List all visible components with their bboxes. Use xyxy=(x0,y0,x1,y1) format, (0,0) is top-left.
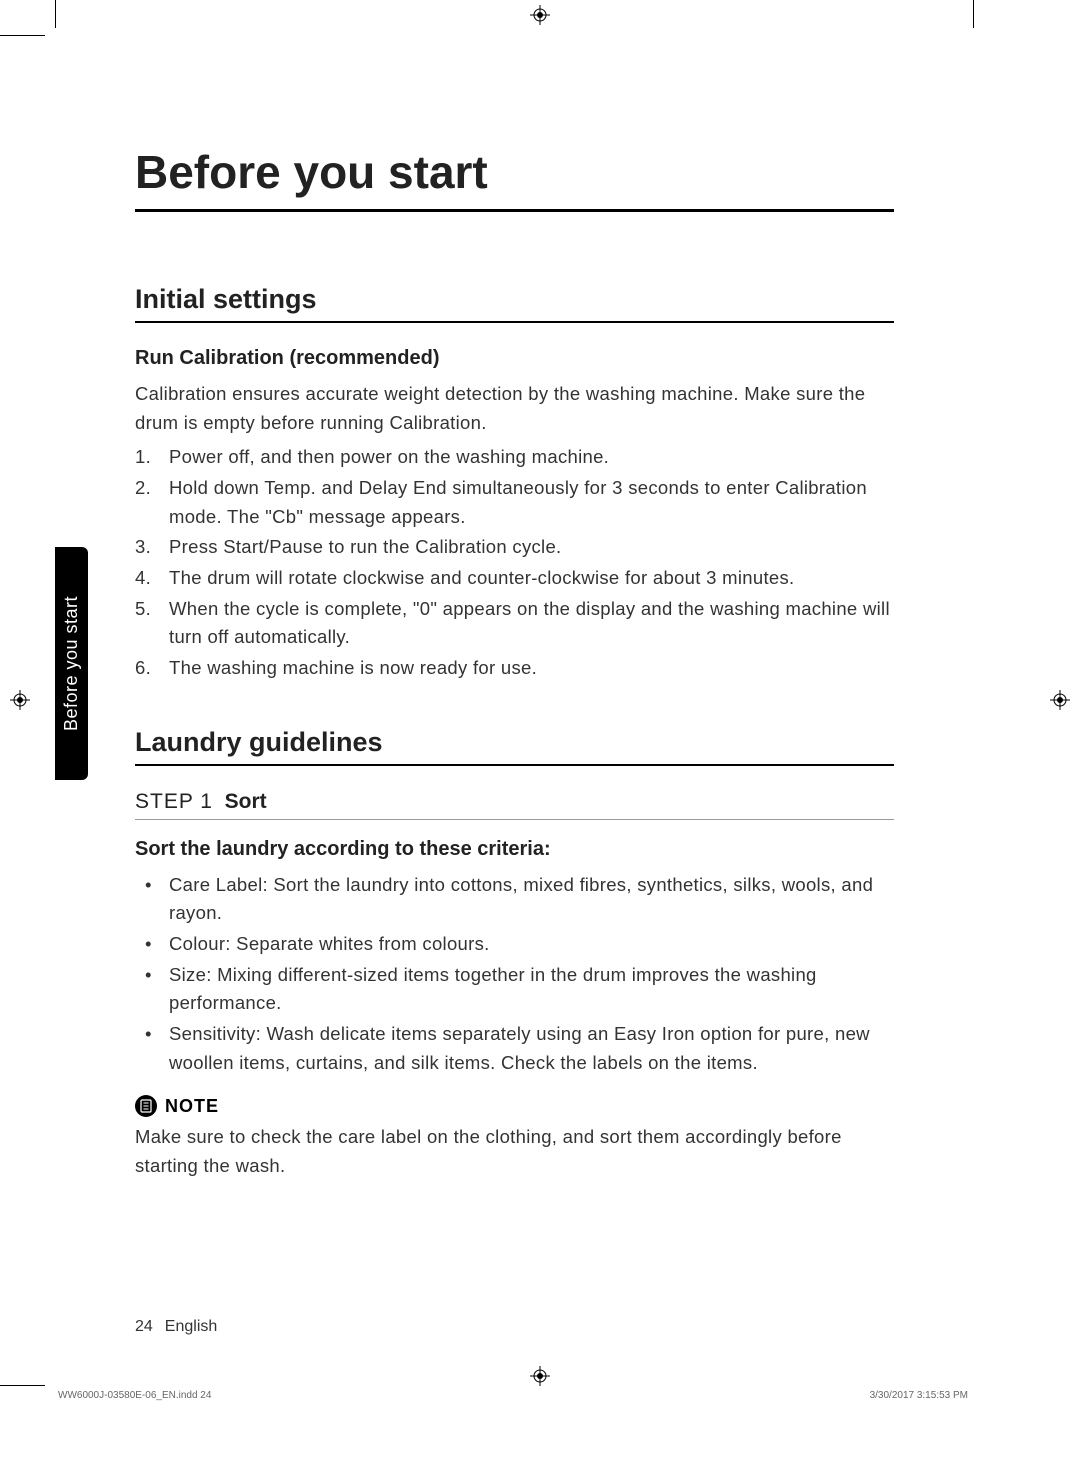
sort-criteria-heading: Sort the laundry according to these crit… xyxy=(135,838,894,861)
page-content: Before you start Initial settings Run Ca… xyxy=(55,35,974,1376)
calibration-steps-list: Power off, and then power on the washing… xyxy=(135,443,894,682)
note-label: NOTE xyxy=(165,1096,219,1117)
step-1-sort-heading: STEP 1 Sort xyxy=(135,790,894,820)
list-item: Sensitivity: Wash delicate items separat… xyxy=(135,1020,894,1077)
chapter-title: Before you start xyxy=(135,145,894,212)
indd-filename: WW6000J-03580E-06_EN.indd 24 xyxy=(58,1390,211,1401)
page-number: 24 xyxy=(135,1318,153,1335)
list-item: Size: Mixing different-sized items toget… xyxy=(135,961,894,1018)
indd-timestamp: 3/30/2017 3:15:53 PM xyxy=(870,1390,968,1401)
step-name: Sort xyxy=(225,790,267,813)
note-text: Make sure to check the care label on the… xyxy=(135,1123,894,1180)
crop-mark xyxy=(0,1385,45,1386)
sort-criteria-list: Care Label: Sort the laundry into cotton… xyxy=(135,871,894,1078)
note-header: NOTE xyxy=(135,1095,894,1117)
crop-mark xyxy=(973,0,974,28)
calibration-intro: Calibration ensures accurate weight dete… xyxy=(135,380,894,437)
page-footer: 24 English xyxy=(135,1318,217,1336)
list-item: Care Label: Sort the laundry into cotton… xyxy=(135,871,894,928)
list-item: Hold down Temp. and Delay End simultaneo… xyxy=(135,474,894,531)
list-item: The drum will rotate clockwise and count… xyxy=(135,564,894,593)
section-heading-laundry-guidelines: Laundry guidelines xyxy=(135,727,894,766)
list-item: When the cycle is complete, "0" appears … xyxy=(135,595,894,652)
step-prefix: STEP 1 xyxy=(135,790,213,813)
section-heading-initial-settings: Initial settings xyxy=(135,284,894,323)
crop-mark xyxy=(55,0,56,28)
note-icon xyxy=(135,1095,157,1117)
list-item: The washing machine is now ready for use… xyxy=(135,654,894,683)
registration-mark-icon xyxy=(530,5,550,25)
list-item: Colour: Separate whites from colours. xyxy=(135,930,894,959)
crop-mark xyxy=(0,35,45,36)
registration-mark-icon xyxy=(10,690,30,710)
subheading-run-calibration: Run Calibration (recommended) xyxy=(135,347,894,370)
list-item: Press Start/Pause to run the Calibration… xyxy=(135,533,894,562)
page-language: English xyxy=(165,1318,217,1335)
registration-mark-icon xyxy=(1050,690,1070,710)
list-item: Power off, and then power on the washing… xyxy=(135,443,894,472)
